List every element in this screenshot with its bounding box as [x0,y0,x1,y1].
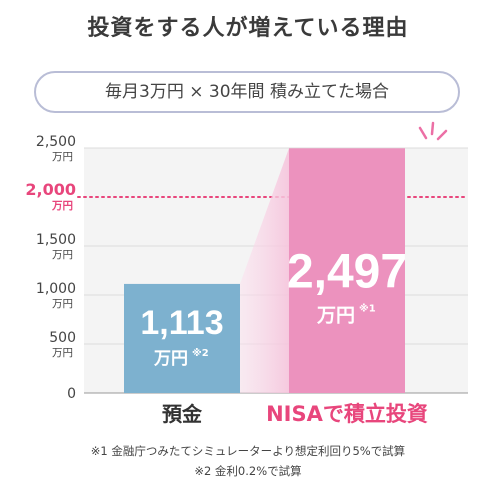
y-tick-label: 1,500 [36,232,76,248]
sparkle-decoration [418,121,448,141]
footnote-2: ※2 金利0.2%で試算 [194,464,302,478]
value-label: 2,497 [287,245,407,298]
bar-savings [124,283,240,393]
value-label: 1,113 [140,304,223,342]
bars [124,148,405,393]
y-tick-label: 2,500 [36,134,76,150]
growth-gradient [240,148,289,393]
y-tick-unit: 万円 [52,298,73,310]
category-label: NISAで積立投資 [266,402,428,426]
sparkle-stroke [418,126,428,140]
value-unit: 万円 [153,349,188,369]
value-footnote-mark: ※1 [359,302,376,314]
y-tick-unit: 万円 [52,347,73,359]
y-tick-unit: 万円 [52,151,73,163]
y-tick-label: 0 [67,386,76,402]
y-tick-label: 500 [49,330,76,346]
subtitle-pill: 毎月3万円 × 30年間 積み立てた場合 [34,71,460,113]
bar-nisa [289,148,405,393]
value-labels: 1,113 万円 ※2 2,497 万円 ※1 [140,245,407,369]
category-label: 預金 [162,402,203,426]
y-tick-label: 1,000 [36,281,76,297]
value-unit: 万円 [316,304,355,326]
sparkle-stroke [430,121,435,136]
y-tick-unit: 万円 [51,200,73,212]
value-footnote-mark: ※2 [192,347,209,359]
category-labels: 預金 NISAで積立投資 [162,402,428,426]
chart-title: 投資をする人が増えている理由 [87,16,409,41]
sparkle-stroke [436,129,448,141]
footnote-1: ※1 金融庁つみたてシミュレーターより想定利回り5%で試算 [90,444,406,458]
y-tick-unit: 万円 [52,249,73,261]
y-tick-label: 2,000 [25,180,76,199]
